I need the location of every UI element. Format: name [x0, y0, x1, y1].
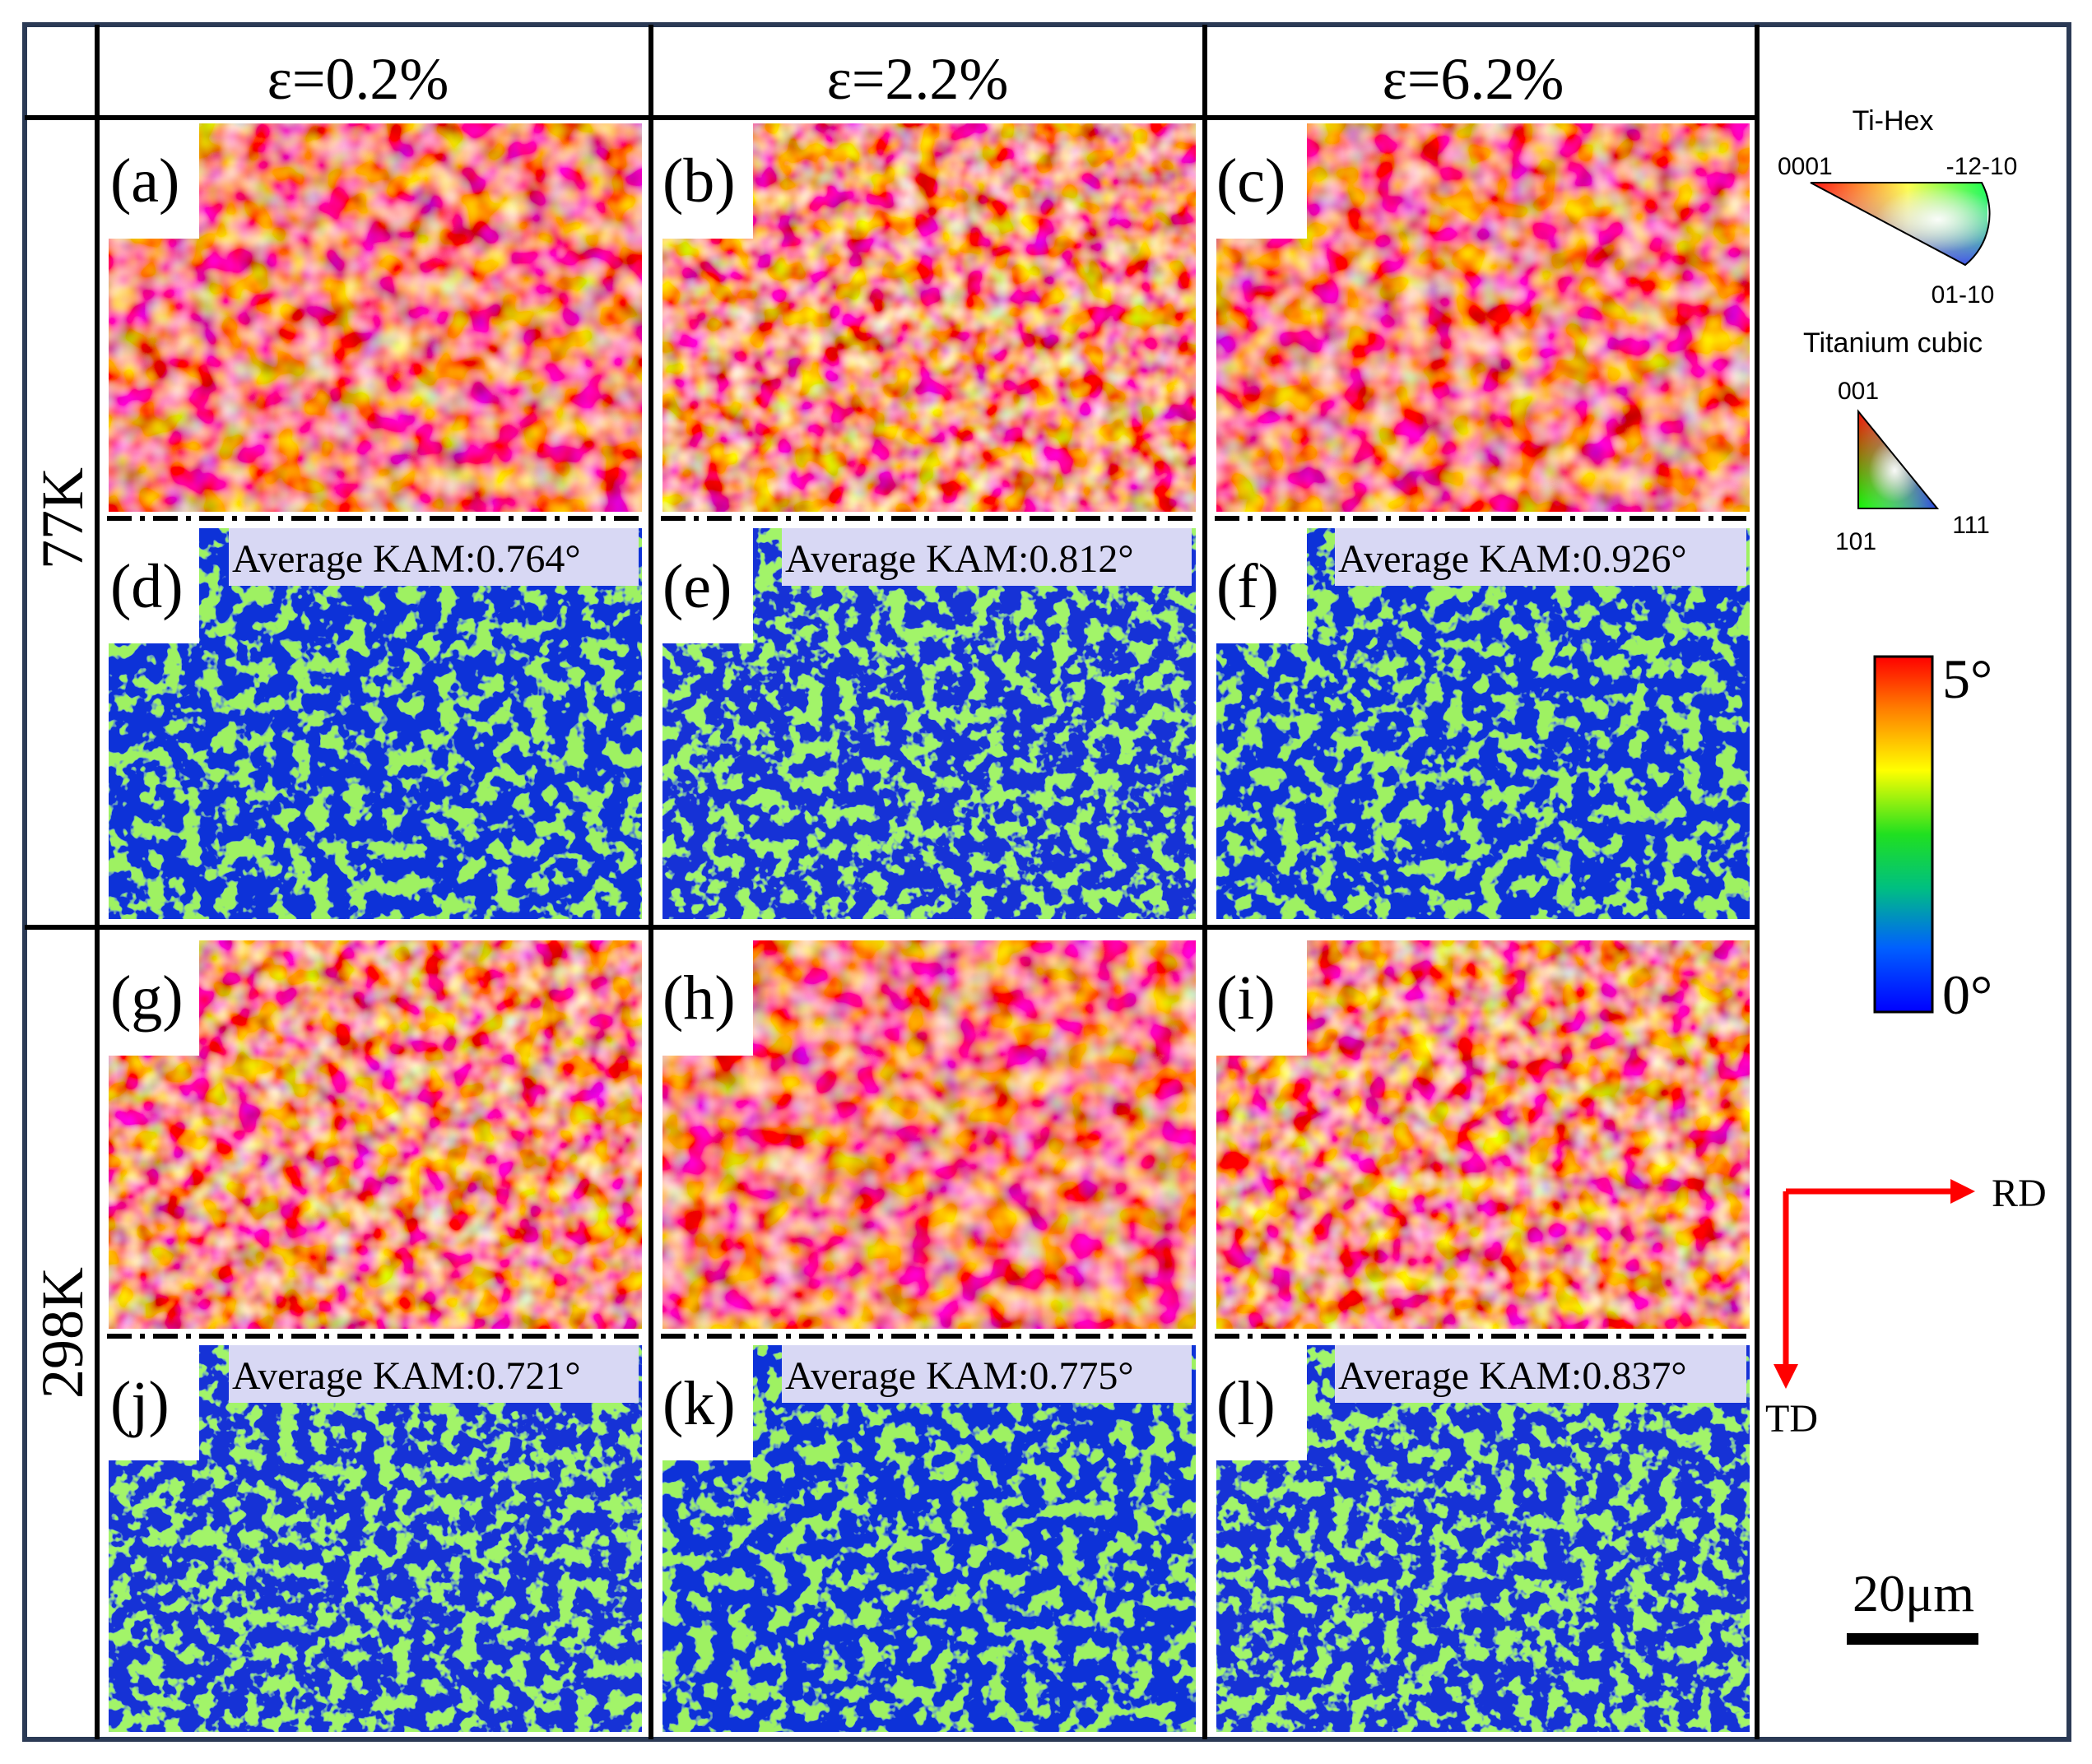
cubic-legend-101: 101	[1835, 528, 1876, 555]
map-separators	[107, 516, 1751, 1339]
panel-label-j: (j)	[110, 1369, 170, 1438]
kam-average-k: Average KAM:0.775°	[785, 1354, 1134, 1398]
panel-label-c: (c)	[1216, 146, 1285, 216]
panel-label-f: (f)	[1216, 552, 1279, 621]
cubic-legend-001: 001	[1838, 378, 1879, 405]
cubic-legend-title: Titanium cubic	[1803, 327, 1983, 359]
hex-ipf-triangle	[1811, 183, 1987, 265]
panel-label-a: (a)	[110, 146, 179, 216]
hex-legend-0110: 01-10	[1932, 281, 1995, 309]
kam-average-e: Average KAM:0.812°	[785, 537, 1134, 581]
kam-average-j: Average KAM:0.721°	[232, 1354, 581, 1398]
table-grid	[25, 25, 1760, 1739]
scale-bar-label: 20μm	[1853, 1564, 1974, 1622]
hex-legend-1210: -12-10	[1946, 153, 2018, 180]
panel-label-e: (e)	[662, 552, 732, 621]
row-label-77k: 77K	[30, 467, 95, 569]
panel-label-b: (b)	[662, 146, 736, 216]
hex-legend-title: Ti-Hex	[1853, 105, 1934, 137]
kam-average-d: Average KAM:0.764°	[232, 537, 581, 581]
direction-axes	[1774, 1179, 1975, 1389]
kam-average-l: Average KAM:0.837°	[1338, 1354, 1687, 1398]
kam-colorbar	[1873, 655, 1934, 1014]
panel-labels: (a) (b) (c) (d) (e) (f) (g) (h) (i) (j) …	[110, 146, 1285, 1438]
scale-bar	[1847, 1633, 1978, 1645]
panel-label-h: (h)	[662, 963, 736, 1033]
kam-colorbar-max: 5°	[1942, 648, 1992, 710]
row-label-298k: 298K	[30, 1267, 95, 1399]
kam-average-labels: Average KAM:0.764° Average KAM:0.812° Av…	[232, 537, 1687, 1398]
panel-label-l: (l)	[1216, 1369, 1276, 1438]
column-header-3: ε=6.2%	[1383, 46, 1564, 112]
cubic-legend-111: 111	[1952, 512, 1990, 539]
panel-badges	[109, 123, 1307, 1460]
legend: Ti-Hex 0001 -12-10 01-10 Titanium cubic …	[1765, 105, 2047, 1645]
kam-colorbar-min: 0°	[1942, 963, 1992, 1026]
column-headers: ε=0.2% ε=2.2% ε=6.2%	[267, 46, 1564, 112]
kam-average-f: Average KAM:0.926°	[1338, 537, 1687, 581]
panel-label-i: (i)	[1216, 963, 1276, 1033]
row-labels: 77K 298K	[30, 467, 95, 1399]
hex-legend-0001: 0001	[1778, 153, 1833, 180]
panel-label-k: (k)	[662, 1369, 736, 1438]
rd-label: RD	[1992, 1172, 2047, 1215]
column-header-2: ε=2.2%	[827, 46, 1009, 112]
td-label: TD	[1765, 1397, 1818, 1441]
figure-frame	[22, 22, 2071, 1742]
panel-label-d: (d)	[110, 552, 184, 621]
panel-label-g: (g)	[110, 963, 184, 1033]
column-header-1: ε=0.2%	[267, 46, 449, 112]
kam-average-boxes	[229, 528, 1746, 1403]
